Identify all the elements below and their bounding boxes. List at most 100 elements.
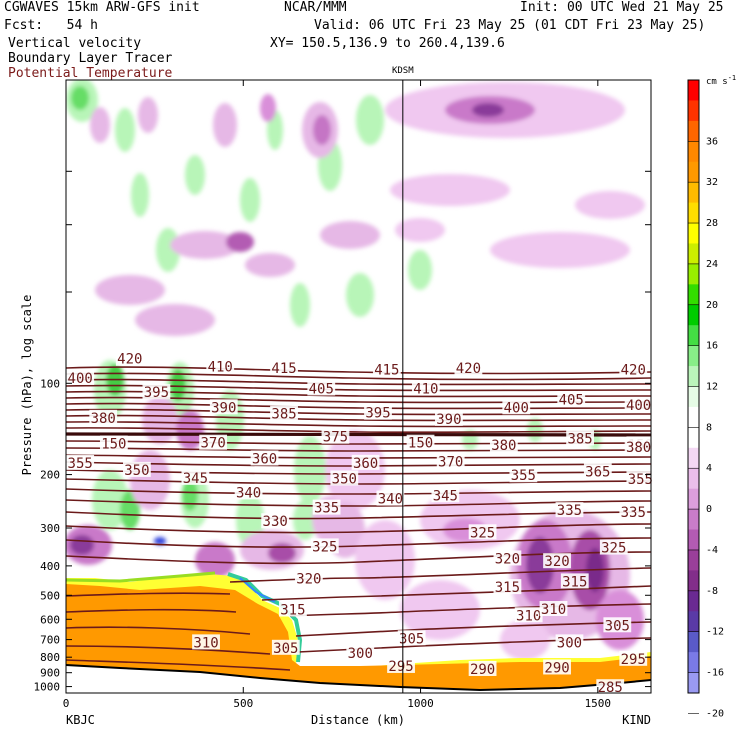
theta-label: 330 xyxy=(263,514,288,530)
theta-label-bg xyxy=(435,410,463,426)
theta-label: 390 xyxy=(211,400,236,416)
theta-label: 380 xyxy=(491,438,516,454)
terrain-surface xyxy=(66,665,651,693)
colorbar-tick-label: -16 xyxy=(706,668,724,679)
theta-label-bg xyxy=(270,405,298,421)
theta-label-bg xyxy=(123,461,151,477)
colorbar-swatch xyxy=(688,427,699,449)
field-vertical-velocity: Vertical velocity xyxy=(8,36,142,51)
theta-label: 315 xyxy=(280,602,305,618)
x-tick-label: 1500 xyxy=(585,697,612,710)
theta-label-bg xyxy=(624,397,653,413)
colorbar: 36 32 28 24 20 16 12 8 4 0 -4 -8 -12 -16 -20 xyxy=(687,79,724,719)
colorbar-tick-label: 8 xyxy=(706,422,712,433)
theta-label-bg xyxy=(387,657,415,673)
theta-label-bg xyxy=(99,435,128,451)
theta-label: 150 xyxy=(101,437,126,453)
forecast-hour: Fcst: 54 h xyxy=(4,18,98,33)
theta-label-bg xyxy=(142,384,171,400)
theta-label-bg xyxy=(372,361,401,377)
colorbar-swatch xyxy=(688,325,699,347)
colorbar-tick-label: 36 xyxy=(706,136,718,147)
theta-label: 320 xyxy=(495,551,520,567)
theta-label-bg xyxy=(346,645,375,661)
theta-label: 335 xyxy=(314,501,339,517)
theta-label-bg xyxy=(599,539,628,555)
theta-label: 400 xyxy=(68,371,93,387)
theta-label: 335 xyxy=(557,503,582,519)
cross-section-endpoints: XY= 150.5,136.9 to 260.4,139.6 xyxy=(270,36,505,51)
theta-label-bg xyxy=(279,601,307,617)
theta-label: 395 xyxy=(144,385,169,401)
theta-label-bg xyxy=(619,504,648,520)
colorbar-swatch xyxy=(688,120,699,142)
x-tick-label: 500 xyxy=(233,697,253,710)
theta-label: 295 xyxy=(621,652,646,668)
theta-label-bg xyxy=(502,399,531,415)
theta-label-bg xyxy=(66,369,95,385)
theta-label-bg xyxy=(397,630,426,646)
y-tick-label: 700 xyxy=(40,634,60,647)
y-tick-label: 900 xyxy=(40,667,60,680)
theta-label: 355 xyxy=(511,468,536,484)
theta-label-bg xyxy=(209,399,238,415)
theta-label: 300 xyxy=(557,635,582,651)
colorbar-swatch xyxy=(688,366,699,387)
terrain-outline xyxy=(66,664,651,692)
theta-label: 355 xyxy=(68,456,93,472)
theta-label-bg xyxy=(493,579,522,595)
theta-label: 400 xyxy=(504,400,529,416)
model-title: CGWAVES 15km ARW-GFS init xyxy=(4,0,200,15)
theta-label: 315 xyxy=(495,580,520,596)
colorbar-tick-label: -4 xyxy=(706,545,718,556)
colorbar-swatch xyxy=(688,100,699,122)
colorbar-unit: cm s-1 xyxy=(706,74,736,87)
colorbar-swatch xyxy=(688,386,699,408)
colorbar-swatch xyxy=(688,80,699,101)
theta-label-bg xyxy=(364,404,392,420)
theta-label-bg xyxy=(181,469,210,485)
theta-label: 305 xyxy=(273,641,298,657)
theta-label: 410 xyxy=(208,359,233,375)
valid-time: Valid: 06 UTC Fri 23 May 25 (01 CDT Fri … xyxy=(314,18,706,33)
colorbar-tick-label: -12 xyxy=(706,627,724,638)
theta-label: 385 xyxy=(567,431,592,447)
theta-label-bg xyxy=(199,434,228,450)
y-tick-label: 600 xyxy=(40,613,60,626)
theta-label-bg xyxy=(514,607,543,623)
theta-label-bg xyxy=(310,538,339,554)
x-axis-label: Distance (km) xyxy=(311,713,405,727)
theta-label: 290 xyxy=(544,660,569,676)
theta-label-bg xyxy=(596,679,625,695)
theta-label: 315 xyxy=(562,574,587,590)
colorbar-swatch xyxy=(688,509,699,531)
theta-label-bg xyxy=(66,454,95,470)
theta-label: 420 xyxy=(117,352,142,368)
colorbar-swatch xyxy=(688,304,699,326)
colorbar-swatch xyxy=(688,631,699,653)
theta-label-bg xyxy=(261,513,290,529)
theta-label: 340 xyxy=(378,492,403,508)
theta-label-bg xyxy=(619,650,648,666)
theta-label-bg xyxy=(454,359,483,375)
y-tick-label: 1000 xyxy=(34,681,61,694)
field-potential-temperature: Potential Temperature xyxy=(8,66,173,81)
colorbar-tick-label: 4 xyxy=(706,463,712,474)
theta-label-bg xyxy=(603,617,632,633)
theta-label-bg xyxy=(619,361,648,377)
colorbar-swatch xyxy=(688,182,699,204)
theta-label: 305 xyxy=(399,631,424,647)
colorbar-tick-label: 0 xyxy=(706,504,712,515)
y-tick-label: 500 xyxy=(40,589,60,602)
theta-label: 370 xyxy=(200,436,225,452)
colorbar-swatch xyxy=(688,590,699,612)
theta-label: 290 xyxy=(470,662,495,678)
colorbar-swatch xyxy=(688,468,699,490)
theta-label-bg xyxy=(321,428,350,444)
theta-label-bg xyxy=(560,573,589,589)
theta-label: 300 xyxy=(348,646,373,662)
theta-label: 350 xyxy=(124,463,149,479)
colorbar-swatch xyxy=(688,161,699,183)
theta-label-bg xyxy=(555,502,584,518)
